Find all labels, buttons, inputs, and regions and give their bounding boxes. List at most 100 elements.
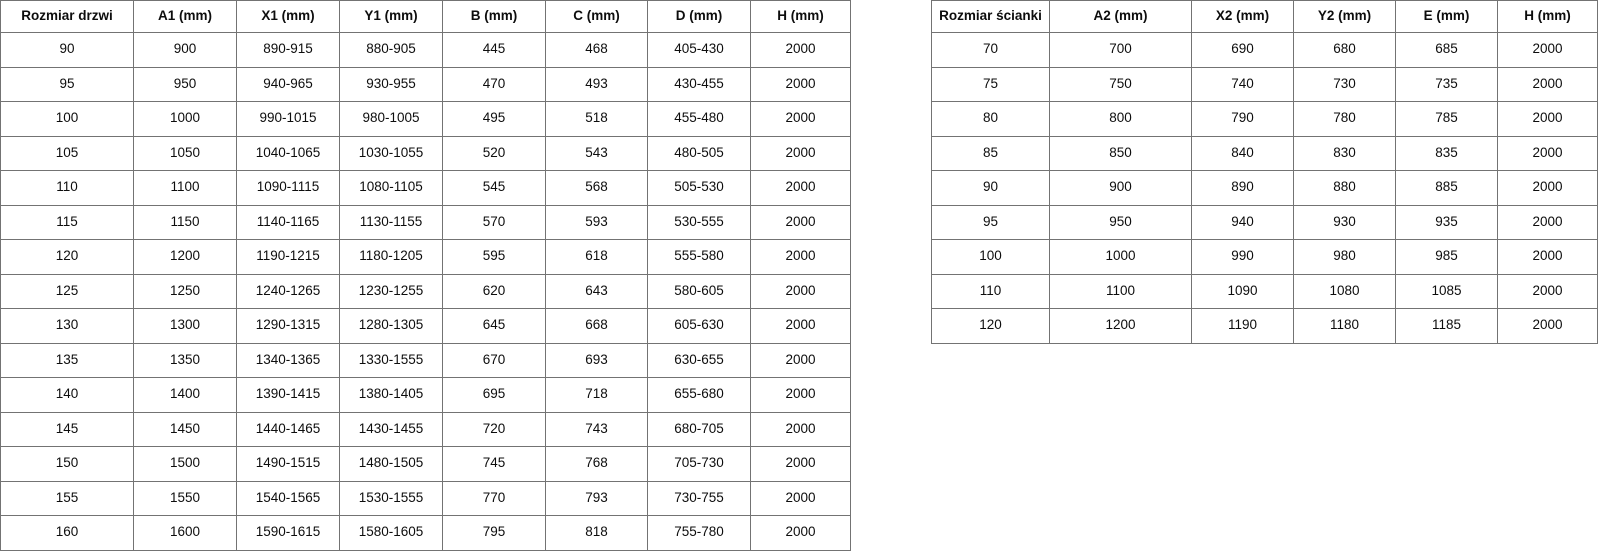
- row-size-label: 85: [931, 135, 1050, 171]
- table-cell: 720: [442, 411, 546, 447]
- table-cell: 470: [442, 66, 546, 102]
- table-cell: 2000: [1497, 308, 1598, 344]
- table-cell: 1440-1465: [236, 411, 340, 447]
- table-cell: 850: [1049, 135, 1192, 171]
- table-row: 120 1200 1190-1215 1180-1205 595 618 555-580 20…: [0, 239, 851, 275]
- table-cell: 1330-1555: [339, 342, 443, 378]
- row-size-label: 105: [0, 135, 134, 171]
- table-cell: 2000: [750, 66, 851, 102]
- column-header-doors-2: X1 (mm): [236, 0, 340, 33]
- column-header-doors-1: A1 (mm): [133, 0, 237, 33]
- row-size-label: 75: [931, 66, 1050, 102]
- table-cell: 1180: [1293, 308, 1396, 344]
- table-cell: 1100: [133, 170, 237, 206]
- table-cell: 985: [1395, 239, 1498, 275]
- table-cell: 740: [1191, 66, 1294, 102]
- table-row: 110 1100 1090 1080 1085 2000: [931, 273, 1598, 309]
- table-row: 145 1450 1440-1465 1430-1455 720 743 680-705 20…: [0, 411, 851, 447]
- row-size-label: 70: [931, 32, 1050, 68]
- table-cell: 1400: [133, 377, 237, 413]
- table-cell: 1240-1265: [236, 273, 340, 309]
- row-size-label: 100: [0, 101, 134, 137]
- table-cell: 1580-1605: [339, 515, 443, 551]
- table-cell: 2000: [1497, 101, 1598, 137]
- table-cell: 718: [545, 377, 648, 413]
- table-cell: 630-655: [647, 342, 751, 378]
- table-cell: 1550: [133, 480, 237, 516]
- table-cell: 900: [133, 32, 237, 68]
- row-size-label: 110: [931, 273, 1050, 309]
- table-cell: 595: [442, 239, 546, 275]
- table-cell: 768: [545, 446, 648, 482]
- row-size-label: 100: [931, 239, 1050, 275]
- table-cell: 568: [545, 170, 648, 206]
- table-cell: 735: [1395, 66, 1498, 102]
- table-row: 120 1200 1190 1180 1185 2000: [931, 308, 1598, 344]
- table-cell: 1300: [133, 308, 237, 344]
- table-cell: 2000: [750, 342, 851, 378]
- table-cell: 1290-1315: [236, 308, 340, 344]
- row-size-label: 140: [0, 377, 134, 413]
- row-size-label: 155: [0, 480, 134, 516]
- table-cell: 790: [1191, 101, 1294, 137]
- row-size-label: 160: [0, 515, 134, 551]
- wall-table-body: 70 700 690 680 685 2000 75 750 740 730 735 2000 80 80…: [931, 32, 1598, 344]
- table-cell: 1140-1165: [236, 204, 340, 240]
- table-cell: 2000: [750, 411, 851, 447]
- table-cell: 1430-1455: [339, 411, 443, 447]
- table-cell: 1180-1205: [339, 239, 443, 275]
- table-cell: 1190: [1191, 308, 1294, 344]
- table-cell: 555-580: [647, 239, 751, 275]
- table-cell: 493: [545, 66, 648, 102]
- table-row: 85 850 840 830 835 2000: [931, 135, 1598, 171]
- table-cell: 2000: [1497, 170, 1598, 206]
- table-cell: 1450: [133, 411, 237, 447]
- row-size-label: 110: [0, 170, 134, 206]
- door-table-body: 90 900 890-915 880-905 445 468 405-430 2000 95 95…: [0, 32, 851, 551]
- table-row: 140 1400 1390-1415 1380-1405 695 718 655-680 20…: [0, 377, 851, 413]
- table-cell: 2000: [750, 101, 851, 137]
- table-row: 135 1350 1340-1365 1330-1555 670 693 630-655 20…: [0, 342, 851, 378]
- table-row: 105 1050 1040-1065 1030-1055 520 543 480-505 20…: [0, 135, 851, 171]
- table-cell: 1350: [133, 342, 237, 378]
- table-cell: 518: [545, 101, 648, 137]
- table-cell: 545: [442, 170, 546, 206]
- table-cell: 1340-1365: [236, 342, 340, 378]
- table-cell: 2000: [1497, 273, 1598, 309]
- table-cell: 950: [133, 66, 237, 102]
- table-cell: 830: [1293, 135, 1396, 171]
- table-cell: 1200: [133, 239, 237, 275]
- row-size-label: 130: [0, 308, 134, 344]
- table-cell: 2000: [1497, 239, 1598, 275]
- table-cell: 730: [1293, 66, 1396, 102]
- table-cell: 520: [442, 135, 546, 171]
- table-cell: 455-480: [647, 101, 751, 137]
- table-cell: 693: [545, 342, 648, 378]
- table-cell: 885: [1395, 170, 1498, 206]
- table-cell: 468: [545, 32, 648, 68]
- table-cell: 930-955: [339, 66, 443, 102]
- table-cell: 785: [1395, 101, 1498, 137]
- table-cell: 880-905: [339, 32, 443, 68]
- table-cell: 2000: [750, 204, 851, 240]
- table-cell: 780: [1293, 101, 1396, 137]
- table-cell: 2000: [750, 377, 851, 413]
- table-cell: 700: [1049, 32, 1192, 68]
- table-cell: 1100: [1049, 273, 1192, 309]
- table-cell: 840: [1191, 135, 1294, 171]
- table-cell: 643: [545, 273, 648, 309]
- row-size-label: 145: [0, 411, 134, 447]
- table-cell: 1085: [1395, 273, 1498, 309]
- table-cell: 445: [442, 32, 546, 68]
- table-cell: 480-505: [647, 135, 751, 171]
- table-cell: 620: [442, 273, 546, 309]
- table-cell: 1390-1415: [236, 377, 340, 413]
- table-cell: 750: [1049, 66, 1192, 102]
- table-cell: 818: [545, 515, 648, 551]
- table-cell: 940: [1191, 204, 1294, 240]
- table-row: 100 1000 990 980 985 2000: [931, 239, 1598, 275]
- table-cell: 668: [545, 308, 648, 344]
- table-cell: 950: [1049, 204, 1192, 240]
- column-header-walls-2: X2 (mm): [1191, 0, 1294, 33]
- table-cell: 1380-1405: [339, 377, 443, 413]
